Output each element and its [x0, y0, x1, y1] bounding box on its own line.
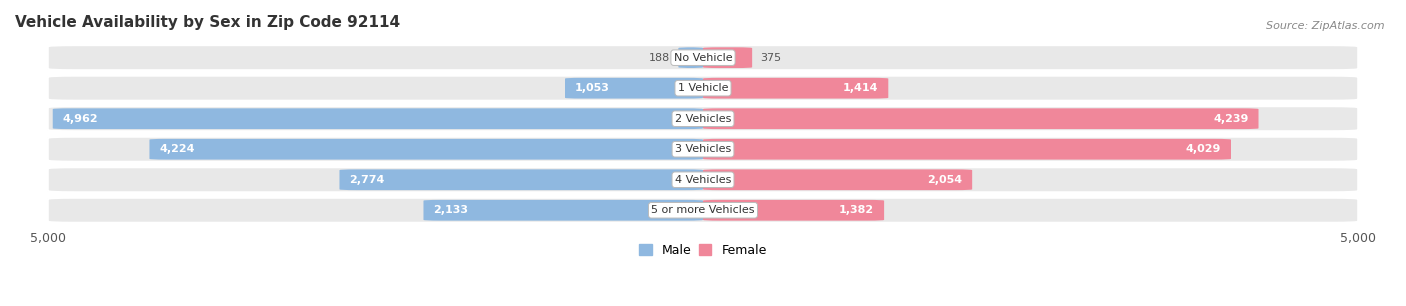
Text: 1 Vehicle: 1 Vehicle [678, 83, 728, 93]
Text: 4,029: 4,029 [1185, 144, 1222, 154]
Text: 4,224: 4,224 [159, 144, 195, 154]
Text: Vehicle Availability by Sex in Zip Code 92114: Vehicle Availability by Sex in Zip Code … [15, 15, 401, 30]
FancyBboxPatch shape [678, 47, 703, 68]
Text: 2,774: 2,774 [349, 175, 385, 185]
Text: 3 Vehicles: 3 Vehicles [675, 144, 731, 154]
Text: 4,239: 4,239 [1213, 114, 1249, 124]
Text: 4 Vehicles: 4 Vehicles [675, 175, 731, 185]
FancyBboxPatch shape [339, 170, 703, 190]
FancyBboxPatch shape [703, 108, 1258, 129]
Text: 2,054: 2,054 [927, 175, 962, 185]
FancyBboxPatch shape [48, 137, 1358, 162]
Text: 1,382: 1,382 [839, 205, 875, 215]
FancyBboxPatch shape [48, 76, 1358, 101]
Text: No Vehicle: No Vehicle [673, 53, 733, 63]
FancyBboxPatch shape [48, 106, 1358, 131]
FancyBboxPatch shape [703, 170, 972, 190]
FancyBboxPatch shape [565, 78, 703, 99]
FancyBboxPatch shape [423, 200, 703, 221]
Text: 188: 188 [650, 53, 671, 63]
FancyBboxPatch shape [703, 78, 889, 99]
Text: 375: 375 [761, 53, 782, 63]
FancyBboxPatch shape [48, 198, 1358, 223]
Text: 1,414: 1,414 [844, 83, 879, 93]
Text: Source: ZipAtlas.com: Source: ZipAtlas.com [1267, 21, 1385, 32]
FancyBboxPatch shape [703, 200, 884, 221]
FancyBboxPatch shape [149, 139, 703, 160]
FancyBboxPatch shape [48, 167, 1358, 192]
Text: 4,962: 4,962 [63, 114, 98, 124]
FancyBboxPatch shape [703, 139, 1232, 160]
Text: 2,133: 2,133 [433, 205, 468, 215]
Text: 2 Vehicles: 2 Vehicles [675, 114, 731, 124]
Text: 5 or more Vehicles: 5 or more Vehicles [651, 205, 755, 215]
Text: 1,053: 1,053 [575, 83, 610, 93]
FancyBboxPatch shape [703, 47, 752, 68]
FancyBboxPatch shape [48, 45, 1358, 70]
Legend: Male, Female: Male, Female [634, 239, 772, 262]
FancyBboxPatch shape [53, 108, 703, 129]
